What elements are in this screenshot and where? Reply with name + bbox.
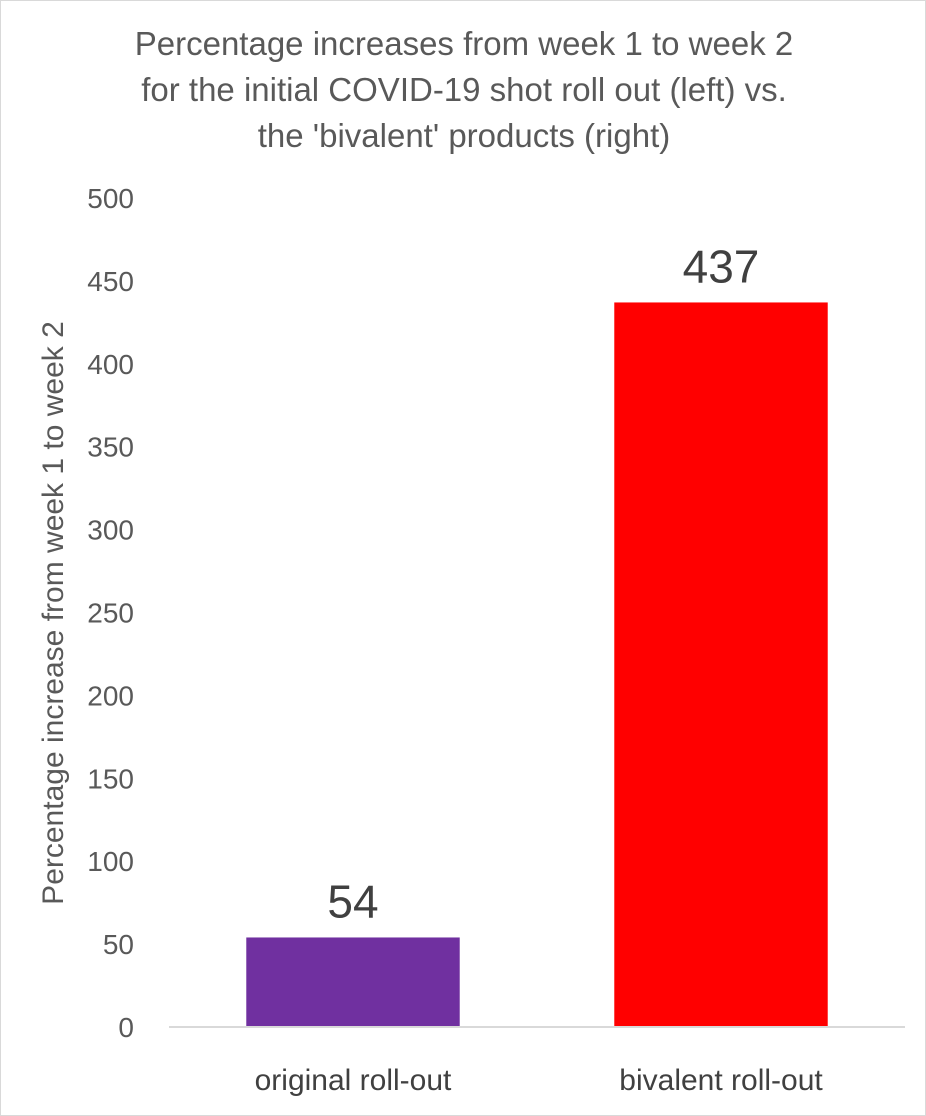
y-tick-label: 0 bbox=[118, 1012, 134, 1043]
y-axis-label: Percentage increase from week 1 to week … bbox=[37, 321, 70, 905]
bar-2 bbox=[614, 302, 828, 1028]
y-tick-label: 500 bbox=[87, 183, 134, 214]
chart-title-line-3: the 'bivalent' products (right) bbox=[258, 117, 670, 154]
y-tick-label: 350 bbox=[87, 432, 134, 463]
bar-1 bbox=[246, 937, 460, 1027]
y-axis-ticks: 0 50 100 150 200 250 300 350 400 450 500 bbox=[87, 183, 134, 1043]
y-tick-label: 450 bbox=[87, 266, 134, 297]
bar-value-label: 437 bbox=[683, 240, 760, 292]
category-label: original roll-out bbox=[255, 1064, 452, 1097]
y-tick-label: 100 bbox=[87, 846, 134, 877]
y-tick-label: 200 bbox=[87, 680, 134, 711]
data-labels: 54 437 bbox=[327, 240, 759, 927]
chart-title-line-1: Percentage increases from week 1 to week… bbox=[135, 25, 794, 62]
category-label: bivalent roll-out bbox=[619, 1064, 823, 1097]
y-tick-label: 400 bbox=[87, 349, 134, 380]
chart-title-line-2: for the initial COVID-19 shot roll out (… bbox=[141, 71, 787, 108]
y-tick-label: 300 bbox=[87, 515, 134, 546]
y-tick-label: 250 bbox=[87, 598, 134, 629]
x-axis-labels: original roll-out bivalent roll-out bbox=[255, 1064, 824, 1097]
bars bbox=[246, 302, 828, 1028]
y-tick-label: 150 bbox=[87, 763, 134, 794]
bar-value-label: 54 bbox=[327, 875, 378, 927]
y-tick-label: 50 bbox=[103, 929, 134, 960]
chart-title: Percentage increases from week 1 to week… bbox=[135, 25, 794, 154]
